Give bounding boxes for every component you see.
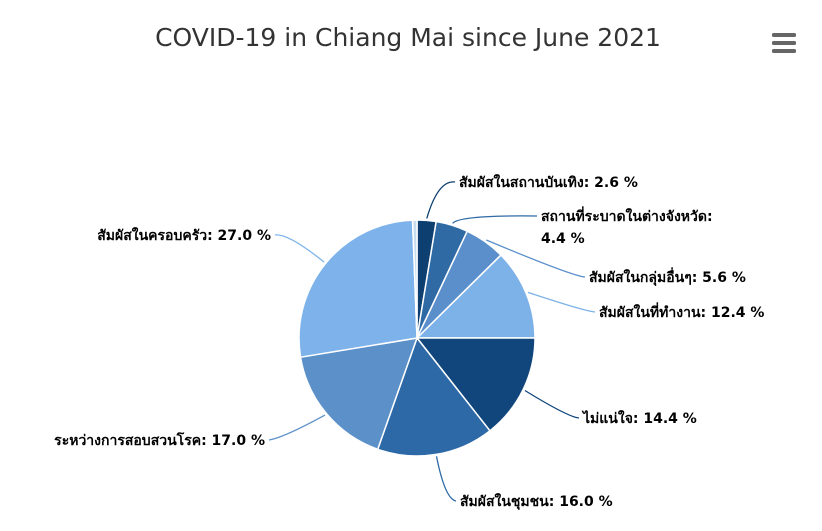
pie-slice[interactable]: [416, 254, 536, 339]
label-connector: [435, 456, 457, 502]
pie-slice[interactable]: [411, 219, 418, 339]
label-connector: [527, 291, 596, 313]
label-connector: [274, 234, 325, 263]
slice-data-label: ระหว่างการสอบสวนโรค: 17.0 %: [54, 431, 265, 449]
label-connector: [524, 389, 580, 419]
slice-data-label: สัมผัสในที่ทำงาน: 12.4 %: [599, 302, 764, 321]
pie-slice[interactable]: [298, 219, 418, 358]
slice-data-label: สัมผัสในกลุ่มอื่นๆ: 5.6 %: [589, 267, 746, 286]
slice-data-label: ไม่แน่ใจ: 14.4 %: [581, 409, 697, 427]
pie-slices: [298, 219, 536, 457]
slice-data-label: สถานที่ระบาดในต่างจังหวัด:: [541, 206, 713, 225]
slice-data-label: 4.4 %: [541, 231, 585, 247]
pie-labels: สัมผัสในสถานบันเทิง: 2.6 % สถานที่ระบาดใน…: [54, 173, 764, 510]
pie-slice[interactable]: [376, 337, 491, 457]
menu-button[interactable]: [768, 29, 800, 57]
slice-data-label: สัมผัสในสถานบันเทิง: 2.6 %: [459, 173, 638, 191]
label-connector: [268, 414, 326, 441]
menu-icon-line: [772, 49, 796, 53]
label-connector: [452, 215, 538, 224]
menu-icon-line: [772, 41, 796, 45]
pie-slice[interactable]: [299, 337, 418, 451]
label-connector: [426, 181, 456, 219]
hamburger-menu-icon: [772, 33, 796, 53]
slice-data-label: สัมผัสในครอบครัว: 27.0 %: [97, 226, 271, 244]
chart-title: COVID-19 in Chiang Mai since June 2021: [155, 23, 661, 52]
pie-slice[interactable]: [416, 337, 536, 432]
menu-icon-line: [772, 33, 796, 37]
slice-data-label: สัมผัสในชุมชน: 16.0 %: [460, 492, 613, 510]
label-connector: [486, 239, 586, 278]
